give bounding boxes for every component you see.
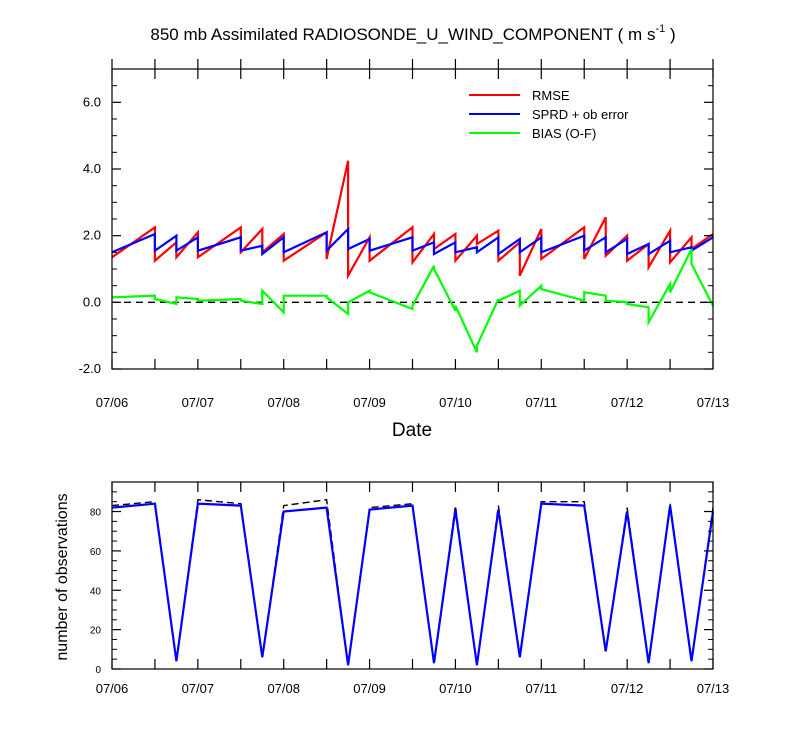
x-axis-label: Date [392, 420, 432, 441]
observation-count-chart: 07/06 07/07 07/08 07/09 07/10 07/11 07/12 07/13… [90, 481, 730, 696]
x-tick-label: 07/09 [353, 681, 386, 696]
top-series-group [111, 160, 714, 353]
top-axis-ticks: 07/06 07/07 07/08 07/09 07/10 07/11 07/12 07/13… [79, 59, 730, 410]
chart-title: 850 mb Assimilated RADIOSONDE_U_WIND_COM… [150, 23, 675, 44]
x-tick-label: 07/10 [439, 681, 472, 696]
y-tick-label: 6.0 [83, 94, 101, 109]
y-tick-label: 80 [90, 508, 102, 519]
x-tick-label: 07/11 [525, 681, 557, 696]
x-tick-label: 07/06 [96, 681, 129, 696]
x-tick-label: 07/11 [525, 395, 557, 410]
x-tick-label: 07/10 [439, 395, 472, 410]
legend-label-bias-o-f: BIAS (O-F) [532, 126, 596, 141]
series-line-bias-o-f [111, 248, 714, 353]
y-tick-label: 0.0 [83, 294, 101, 309]
y-tick-label: 40 [90, 586, 102, 597]
x-tick-label: 07/13 [697, 681, 730, 696]
rmse-spread-bias-chart: 07/06 07/07 07/08 07/09 07/10 07/11 07/12 07/13… [79, 59, 730, 410]
y-tick-label: 0 [95, 665, 101, 676]
legend-label-sprd-ob-error: SPRD + ob error [532, 107, 629, 122]
x-tick-label: 07/07 [182, 681, 215, 696]
x-tick-label: 07/08 [267, 681, 300, 696]
series-line-total-observations [111, 498, 714, 666]
x-tick-label: 07/06 [96, 395, 129, 410]
series-line-rmse [111, 160, 714, 280]
series-line-assimilated-observations [111, 502, 715, 666]
legend: RMSE SPRD + ob error BIAS (O-F) [469, 88, 629, 141]
bottom-axis-ticks: 07/06 07/07 07/08 07/09 07/10 07/11 07/12 07/13… [90, 481, 730, 696]
x-tick-label: 07/07 [182, 395, 215, 410]
y-tick-label: 20 [90, 626, 102, 637]
y-tick-label: 4.0 [83, 161, 101, 176]
x-tick-label: 07/12 [611, 395, 644, 410]
x-tick-label: 07/09 [353, 395, 386, 410]
legend-label-rmse: RMSE [532, 88, 570, 103]
x-tick-label: 07/12 [611, 681, 644, 696]
x-tick-label: 07/08 [267, 395, 300, 410]
x-tick-label: 07/13 [697, 395, 730, 410]
y-tick-label: 2.0 [83, 228, 101, 243]
series-line-sprd-ob-error [111, 226, 714, 257]
y-tick-label: 60 [90, 547, 102, 558]
y-axis-label-observations: number of observations [54, 493, 71, 660]
bottom-series-group [111, 498, 715, 666]
y-tick-label: -2.0 [79, 361, 101, 376]
